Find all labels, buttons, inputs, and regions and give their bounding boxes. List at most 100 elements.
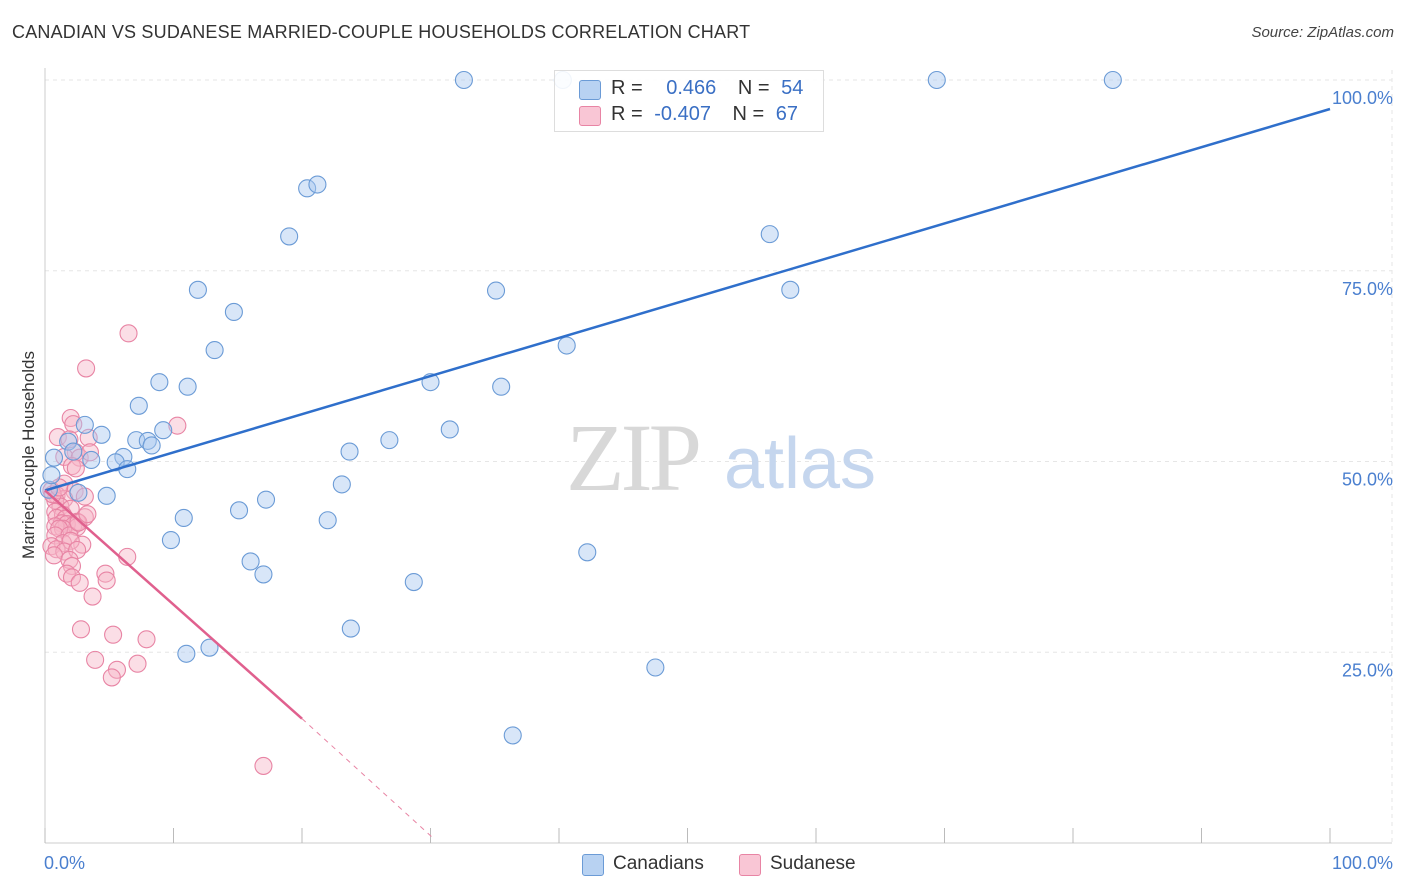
canadians-point-52 <box>503 726 522 745</box>
sudanese-n-value: 67 <box>775 103 799 125</box>
canadians-point-14 <box>150 373 169 392</box>
y-axis-title: Married-couple Households <box>19 351 38 559</box>
stats-row-canadians: R = 0.466 N = 54 <box>579 77 804 103</box>
x-tick-label-max: 100.0% <box>1332 853 1393 873</box>
sudanese-point-57 <box>86 650 105 669</box>
canadians-r-value: 0.466 <box>666 77 717 99</box>
canadians-point-4 <box>298 179 317 198</box>
canadians-point-51 <box>646 658 665 677</box>
y-tick-label-3: 100.0% <box>1332 88 1393 108</box>
canadians-point-39 <box>97 486 116 505</box>
sudanese-point-58 <box>128 654 147 673</box>
sudanese-swatch <box>579 106 601 126</box>
watermark-atlas: atlas <box>724 424 876 504</box>
y-tick-label-1: 50.0% <box>1342 470 1393 490</box>
canadians-n-value: 54 <box>781 77 804 99</box>
canadians-point-31 <box>154 421 173 440</box>
canadians-point-53 <box>42 466 61 485</box>
canadians-point-18 <box>129 396 148 415</box>
sudanese-r-label: R = <box>611 103 643 125</box>
sudanese-n-label: N = <box>732 103 765 125</box>
canadians-legend-swatch <box>582 854 604 876</box>
canadians-legend-label: Canadians <box>613 853 704 874</box>
canadians-point-38 <box>440 420 459 439</box>
canadians-point-10 <box>486 281 506 300</box>
sudanese-trend-line <box>44 489 303 720</box>
sudanese-point-61 <box>254 756 273 775</box>
sudanese-point-5 <box>48 428 67 447</box>
stats-row-sudanese: R = -0.407 N = 67 <box>579 103 799 129</box>
canadians-point-20 <box>44 448 64 467</box>
canadians-point-7 <box>760 225 779 244</box>
y-tick-label-0: 25.0% <box>1342 660 1393 680</box>
sudanese-point-0 <box>119 324 138 343</box>
canadians-point-50 <box>341 619 360 638</box>
canadians-point-11 <box>224 302 243 322</box>
sudanese-legend-label: Sudanese <box>770 853 856 874</box>
axis-labels: 25.0% 50.0% 75.0% 100.0% 0.0% 100.0% Married-c… <box>19 88 1393 873</box>
canadians-point-40 <box>69 483 88 502</box>
sudanese-point-65 <box>78 505 97 524</box>
canadians-point-43 <box>161 531 180 550</box>
canadians-point-46 <box>404 573 423 592</box>
canadians-point-36 <box>340 442 359 461</box>
sudanese-trend-extension <box>301 718 435 840</box>
canadians-point-30 <box>142 436 161 455</box>
chart-title: CANADIAN VS SUDANESE MARRIED-COUPLE HOUS… <box>12 22 751 42</box>
x-tick-label-min: 0.0% <box>44 853 85 873</box>
canadians-point-12 <box>205 341 224 360</box>
axes <box>44 68 1392 844</box>
stats-legend: R = 0.466 N = 54 R = -0.407 N = 67 <box>554 70 824 132</box>
canadians-point-6 <box>280 227 299 246</box>
sudanese-point-12 <box>66 459 85 478</box>
canadians-point-35 <box>332 475 351 494</box>
canadians-point-0 <box>454 70 473 90</box>
sudanese-point-3 <box>168 416 187 435</box>
canadians-point-45 <box>254 565 273 584</box>
canadians-point-32 <box>229 501 249 520</box>
sudanese-point-56 <box>137 630 156 649</box>
canadians-point-15 <box>178 377 197 396</box>
canadians-point-13 <box>557 336 576 355</box>
canadians-point-21 <box>59 432 78 451</box>
sudanese-point-53 <box>83 587 102 606</box>
canadians-point-42 <box>174 508 193 528</box>
watermark: ZIP atlas <box>566 404 876 511</box>
gridlines <box>45 70 1393 843</box>
watermark-zip: ZIP <box>566 404 699 511</box>
canadians-n-label: N = <box>737 77 770 99</box>
sudanese-r-value: -0.407 <box>654 103 711 125</box>
canadians-swatch <box>579 80 601 100</box>
sudanese-point-39 <box>61 531 80 550</box>
canadians-point-8 <box>188 280 207 299</box>
sudanese-point-55 <box>104 625 123 644</box>
canadians-points <box>39 70 1122 745</box>
canadians-trend-line <box>44 107 1331 492</box>
canadians-point-24 <box>82 450 101 470</box>
canadians-point-49 <box>200 638 219 657</box>
trend-lines <box>44 107 1331 840</box>
canadians-point-33 <box>256 490 276 509</box>
canadians-point-17 <box>492 377 511 396</box>
canadians-point-44 <box>241 552 260 571</box>
source-label: Source: ZipAtlas.com <box>1251 24 1394 41</box>
canadians-point-19 <box>75 415 94 434</box>
canadians-point-34 <box>318 511 337 530</box>
sudanese-point-54 <box>71 620 91 639</box>
canadians-point-22 <box>64 442 83 461</box>
sudanese-legend-swatch <box>739 854 761 876</box>
canadians-point-48 <box>177 644 196 663</box>
canadians-point-5 <box>308 175 327 194</box>
sudanese-point-52 <box>70 573 89 592</box>
canadians-point-2 <box>927 70 946 90</box>
sudanese-point-44 <box>68 540 87 560</box>
sudanese-point-60 <box>102 668 121 687</box>
canadians-point-37 <box>380 431 399 450</box>
canadians-point-3 <box>1103 70 1122 90</box>
canadians-point-23 <box>92 425 111 444</box>
sudanese-point-1 <box>77 359 96 378</box>
sudanese-point-51 <box>97 571 116 590</box>
sudanese-point-48 <box>96 564 115 583</box>
sudanese-point-37 <box>73 535 92 554</box>
